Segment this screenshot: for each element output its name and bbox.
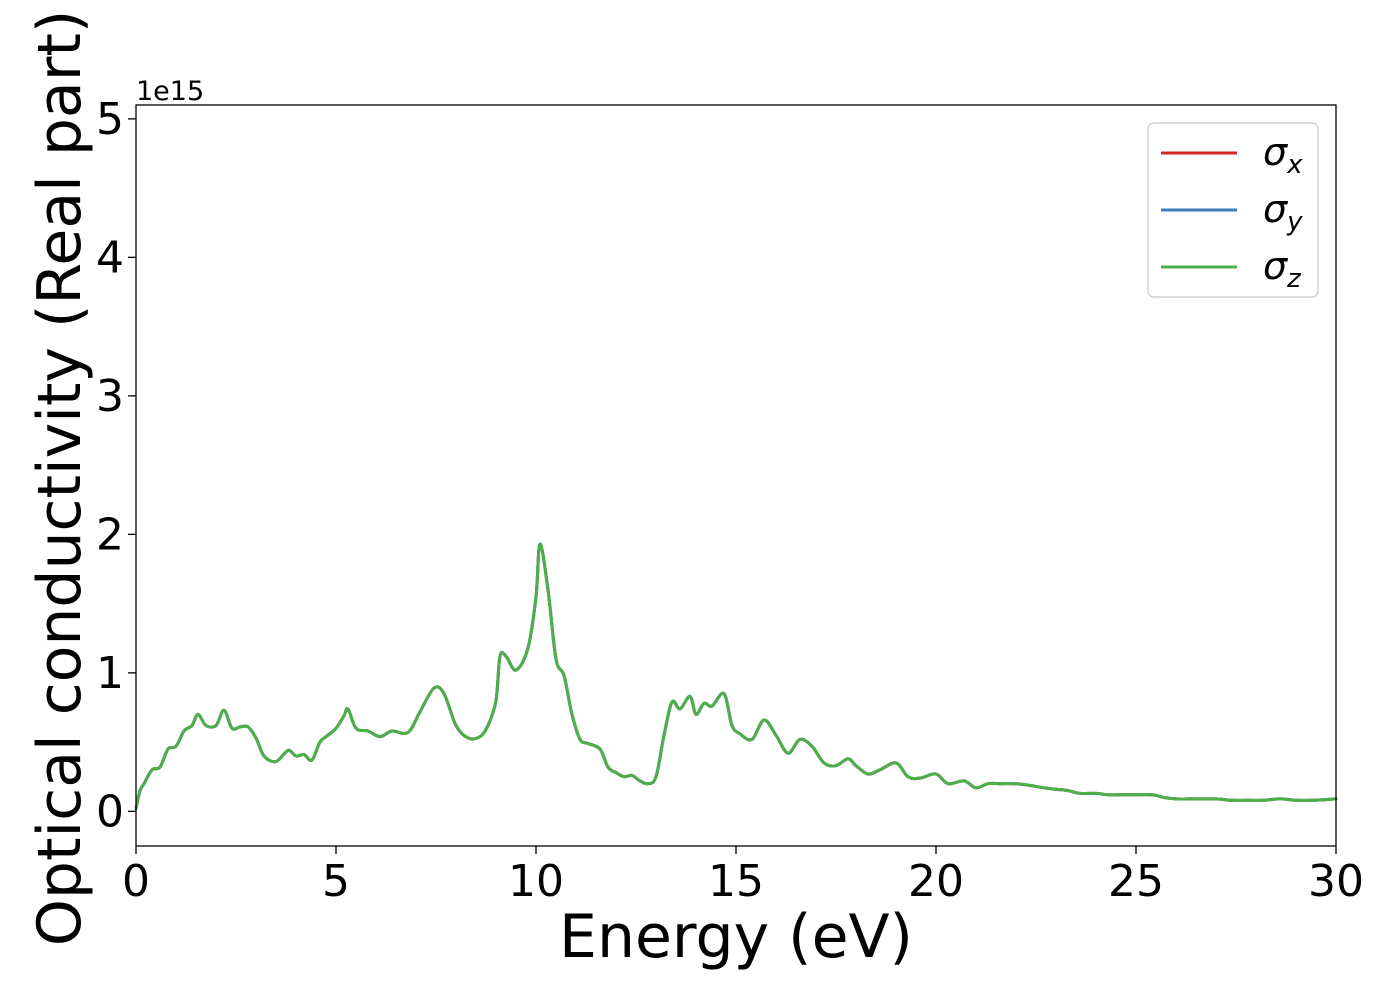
x-tick-label: 15 [708,856,764,907]
y-offset-label: 1e15 [136,76,204,107]
y-tick-label: 1 [96,648,124,699]
y-tick-label: 2 [96,509,124,560]
x-axis-ticks: 0 5 10 15 20 25 30 [122,846,1364,907]
y-tick-label: 5 [96,94,124,145]
x-tick-label: 25 [1108,856,1164,907]
y-tick-label: 4 [96,232,124,283]
legend-label-y: σy [1263,187,1303,237]
y-axis-ticks: 0 1 2 3 4 5 [96,94,136,837]
x-tick-label: 10 [508,856,564,907]
legend-label-z: σz [1263,244,1302,294]
x-tick-label: 30 [1308,856,1364,907]
legend-label-x: σx [1263,130,1303,180]
x-tick-label: 5 [322,856,350,907]
x-axis-title: Energy (eV) [559,902,913,972]
y-tick-label: 0 [96,786,124,837]
plot-lines [134,542,1338,811]
legend: σx σy σz [1147,122,1319,298]
y-axis-title: Optical conductivity (Real part) [25,10,95,947]
x-tick-label: 20 [908,856,964,907]
y-tick-label: 3 [96,371,124,422]
x-tick-label: 0 [122,856,150,907]
series-line-z [134,542,1338,811]
